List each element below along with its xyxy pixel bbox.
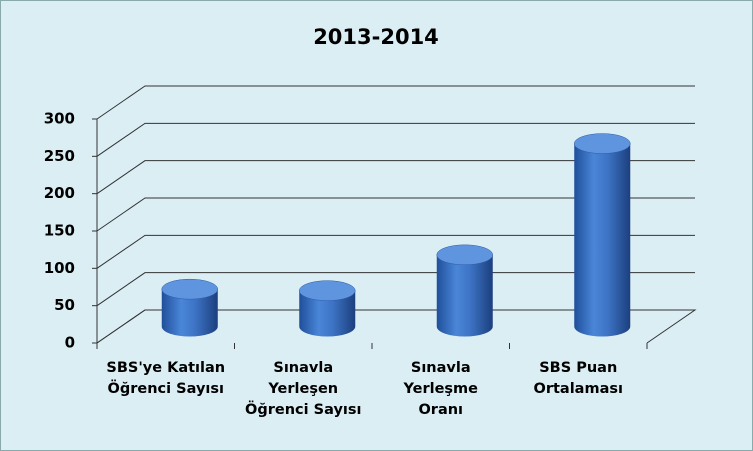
x-tick-label: SBS Puan Ortalaması	[533, 360, 623, 397]
x-tick-label: SBS'ye Katılan Öğrenci Sayısı	[106, 360, 226, 397]
bar-body	[161, 289, 218, 337]
bar-top	[574, 133, 631, 154]
grid-line	[96, 309, 695, 344]
grid-line	[96, 272, 695, 307]
bar-body	[299, 290, 356, 337]
y-tick-label: 50	[54, 296, 75, 314]
grid-line	[96, 234, 695, 269]
grid-line	[96, 85, 695, 120]
y-tick-label: 150	[44, 222, 75, 240]
bar-top	[436, 244, 493, 266]
y-tick-label: 250	[44, 147, 75, 165]
y-tick-label: 0	[65, 334, 75, 352]
bar	[299, 280, 356, 337]
grid-line	[96, 160, 695, 195]
bar-top	[161, 278, 218, 300]
bar-top	[299, 280, 356, 301]
bar	[574, 133, 631, 337]
y-tick-label: 200	[44, 184, 75, 202]
grid-line	[96, 197, 695, 232]
chart-title: 2013-2014	[313, 25, 439, 49]
bar-body	[574, 143, 631, 337]
y-tick-label: 300	[44, 110, 75, 128]
x-tick-label: Sınavla Yerleşme Oranı	[403, 360, 479, 418]
bar	[161, 278, 218, 337]
bar-body	[436, 254, 493, 337]
grid-line	[96, 122, 695, 157]
x-tick-label: Sınavla Yerleşen Öğrenci Sayısı	[245, 360, 362, 418]
y-tick-label: 100	[44, 259, 75, 277]
bar	[436, 244, 493, 337]
